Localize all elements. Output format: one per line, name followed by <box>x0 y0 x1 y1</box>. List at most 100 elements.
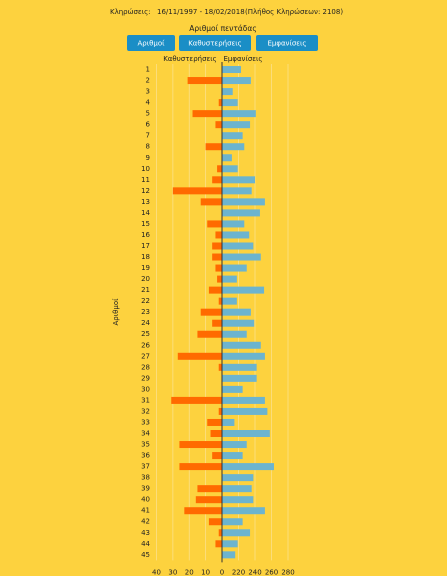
y-tick-label: 42 <box>141 518 150 526</box>
y-tick-label: 14 <box>141 209 150 217</box>
x-tick-label: 40 <box>152 568 161 576</box>
bar <box>215 264 222 272</box>
y-axis-label: Αριθμοί <box>112 298 120 326</box>
x2-tick-label: 240 <box>248 568 261 576</box>
y-tick-label: 2 <box>146 77 150 85</box>
bar <box>222 330 247 338</box>
legend-right: Εμφανίσεις <box>223 55 262 63</box>
y-tick-label: 7 <box>146 132 150 140</box>
sort-delays-button[interactable]: Καθυστερήσεις <box>179 35 251 51</box>
x2-tick-label: 220 <box>232 568 245 576</box>
y-tick-label: 19 <box>141 264 150 272</box>
bar <box>192 110 222 118</box>
bar <box>184 507 222 515</box>
y-tick-label: 27 <box>141 352 150 360</box>
legend-left: Καθυστερήσεις <box>163 55 217 63</box>
y-tick-label: 24 <box>141 319 150 327</box>
y-tick-label: 31 <box>141 396 150 404</box>
bar <box>222 220 245 228</box>
y-tick-label: 26 <box>141 341 150 349</box>
bar <box>222 286 265 294</box>
y-tick-label: 9 <box>146 154 150 162</box>
bar <box>222 165 238 173</box>
y-tick-label: 44 <box>141 540 150 548</box>
bar <box>215 121 222 129</box>
bar <box>222 485 252 493</box>
bar <box>222 143 245 151</box>
y-tick-label: 28 <box>141 363 150 371</box>
y-tick-label: 45 <box>141 551 150 559</box>
y-tick-label: 15 <box>141 220 150 228</box>
y-tick-label: 8 <box>146 143 150 151</box>
bar <box>222 264 247 272</box>
bar <box>222 297 237 305</box>
bar <box>179 463 222 471</box>
y-tick-label: 25 <box>141 330 150 338</box>
bar <box>172 187 222 195</box>
bar <box>222 176 255 184</box>
sort-appearances-button[interactable]: Εμφανίσεις <box>256 35 318 51</box>
bar <box>212 176 222 184</box>
bar <box>222 396 265 404</box>
bar <box>222 363 257 371</box>
y-tick-label: 34 <box>141 430 150 438</box>
bar <box>222 99 238 107</box>
bar <box>177 352 222 360</box>
y-tick-label: 33 <box>141 418 150 426</box>
y-tick-label: 5 <box>146 110 150 118</box>
bar <box>222 385 243 393</box>
bar <box>222 341 261 349</box>
bar <box>171 396 222 404</box>
button-label: Καθυστερήσεις <box>188 40 242 48</box>
bar <box>222 352 265 360</box>
y-tick-label: 22 <box>141 297 150 305</box>
bar <box>197 485 222 493</box>
y-tick-label: 36 <box>141 452 150 460</box>
x-tick-label: 20 <box>185 568 194 576</box>
y-tick-label: 3 <box>146 88 150 96</box>
bar <box>215 540 222 548</box>
bar <box>222 452 243 460</box>
y-tick-label: 29 <box>141 374 150 382</box>
x2-tick-label: 280 <box>281 568 294 576</box>
bar <box>222 518 243 526</box>
bar <box>218 407 222 415</box>
y-tick-label: 41 <box>141 507 150 515</box>
bar <box>179 441 222 449</box>
y-tick-label: 4 <box>146 99 151 107</box>
bar <box>222 154 232 162</box>
bar <box>222 507 265 515</box>
bar <box>222 529 251 537</box>
y-tick-label: 13 <box>141 198 150 206</box>
bar <box>210 430 222 438</box>
bar <box>218 363 222 371</box>
bar <box>212 319 222 327</box>
bar <box>222 209 260 217</box>
sort-numbers-button[interactable]: Αριθμοί <box>127 35 175 51</box>
bar <box>200 308 222 316</box>
bar <box>222 319 255 327</box>
x-tick-label: 30 <box>168 568 177 576</box>
y-tick-label: 32 <box>141 407 150 415</box>
y-tick-label: 6 <box>146 121 151 129</box>
y-tick-label: 37 <box>141 463 150 471</box>
y-tick-label: 39 <box>141 485 150 493</box>
bar <box>208 518 222 526</box>
bar <box>222 540 238 548</box>
y-tick-label: 11 <box>141 176 150 184</box>
bar <box>208 286 222 294</box>
bar <box>222 463 274 471</box>
bar <box>222 231 250 239</box>
bar <box>222 132 243 140</box>
x-tick-label: 0 <box>220 568 224 576</box>
bar <box>222 88 233 96</box>
y-tick-label: 30 <box>141 385 150 393</box>
y-tick-label: 18 <box>141 253 150 261</box>
bar <box>222 66 241 74</box>
bar <box>218 297 222 305</box>
bar <box>212 242 222 250</box>
bar <box>212 452 222 460</box>
bar <box>222 551 236 559</box>
